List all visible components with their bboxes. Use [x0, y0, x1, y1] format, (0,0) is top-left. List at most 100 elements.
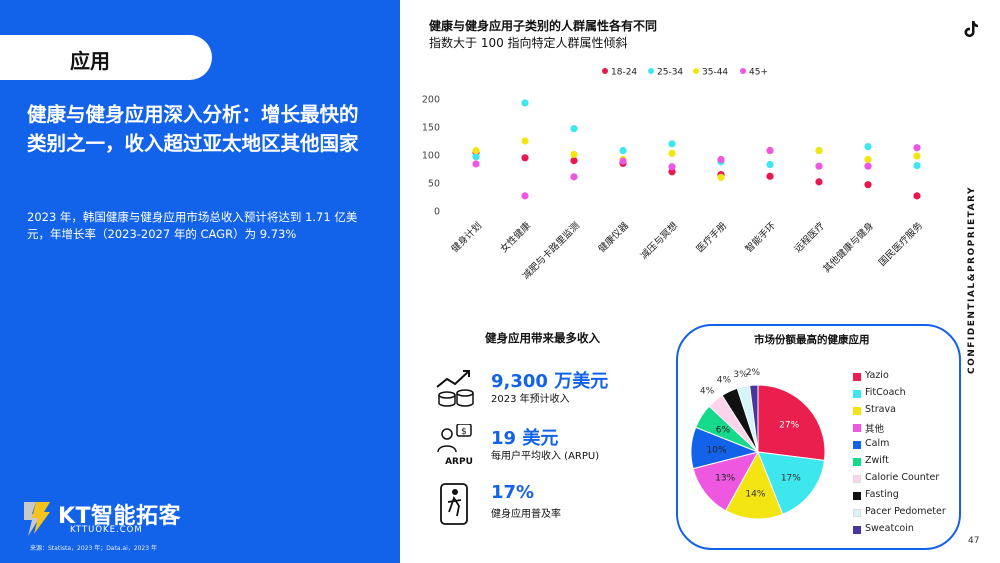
scatter-point	[521, 154, 529, 162]
y-tick-label: 100	[422, 151, 440, 162]
pie-slice	[692, 451, 759, 512]
scatter-point	[913, 162, 921, 170]
headline: 健康与健身应用深入分析：增长最快的类别之一，收入超过亚太地区其他国家	[27, 103, 359, 155]
scatter-point	[864, 162, 872, 170]
scatter-point	[864, 181, 872, 189]
scatter-point	[570, 157, 578, 165]
legend-swatch	[853, 475, 861, 483]
y-tick-label: 150	[422, 123, 440, 134]
scatter-point	[766, 146, 774, 155]
legend-label: 35-44	[702, 68, 728, 78]
scatter-legend-item: 25-34	[648, 68, 683, 78]
scatter-point	[619, 157, 627, 165]
scatter-point	[668, 140, 676, 148]
legend-dot	[602, 68, 608, 74]
left-panel: 应用 健康与健身应用深入分析：增长最快的类别之一，收入超过亚太地区其他国家 20…	[0, 0, 400, 563]
logo: KT智能拓客 KTTUOKE.COM	[22, 498, 202, 542]
scatter-point	[521, 137, 529, 145]
stat-label: 2023 年预计收入	[491, 394, 570, 405]
scatter-title: 健康与健身应用子类别的人群属性各有不同	[429, 19, 658, 33]
pie-slice	[757, 451, 826, 515]
stat-value: 17%	[491, 482, 535, 503]
pie-data-label: 13%	[715, 473, 735, 483]
scatter-legend-item: 45+	[740, 68, 768, 78]
legend-dot	[693, 68, 699, 74]
pie-data-label: 4%	[717, 376, 732, 386]
scatter-point	[815, 178, 823, 186]
legend-swatch	[853, 390, 861, 398]
scatter-point	[668, 163, 676, 171]
scatter-legend-item: 18-24	[602, 68, 637, 78]
legend-label: FitCoach	[865, 387, 906, 398]
source-note: 来源：Statista，2023 年；Data.ai，2023 年	[30, 545, 157, 552]
legend-swatch	[853, 509, 861, 517]
legend-label: 45+	[749, 68, 768, 78]
legend-swatch	[853, 458, 861, 466]
legend-swatch	[853, 407, 861, 415]
legend-label: Pacer Pedometer	[865, 506, 946, 517]
legend-dot	[648, 68, 654, 74]
logo-text: KT智能拓客	[58, 504, 182, 529]
pie-data-label: 2%	[746, 368, 761, 378]
section-pill: 应用	[0, 35, 212, 80]
scatter-point	[570, 125, 578, 133]
pie-data-label: 6%	[716, 426, 731, 436]
stat-value: 9,300 万美元	[491, 371, 609, 392]
pie-slice	[749, 384, 759, 453]
scatter-point	[717, 155, 725, 164]
legend-label: Calm	[865, 438, 890, 449]
stat-label: 健身应用普及率	[491, 509, 561, 520]
stat-label: 每用户平均收入 (ARPU)	[491, 451, 600, 462]
pie-slice	[725, 450, 784, 520]
arpu-user-icon: $ ARPU	[437, 424, 473, 466]
pie-data-label: 27%	[779, 421, 799, 431]
y-tick-label: 0	[434, 207, 440, 218]
legend-label: Strava	[865, 404, 896, 415]
arpu-icon-text: ARPU	[445, 457, 473, 466]
legend-label: 其他	[865, 424, 885, 435]
scatter-point	[913, 144, 921, 152]
legend-swatch	[853, 373, 861, 381]
legend-label: Sweatcoin	[865, 523, 914, 534]
scatter-point	[815, 162, 823, 170]
pie-title: 市场份额最高的健康应用	[754, 334, 870, 346]
pie-data-label: 10%	[707, 445, 727, 455]
y-tick-label: 50	[428, 179, 440, 190]
scatter-point	[472, 160, 480, 168]
legend-label: Fasting	[865, 489, 899, 500]
scatter-point	[766, 160, 774, 169]
section-label: 应用	[70, 49, 110, 73]
scatter-point	[668, 149, 676, 157]
tiktok-icon	[964, 21, 978, 37]
growth-chart-coins-icon	[436, 370, 474, 407]
legend-label: 25-34	[657, 68, 683, 78]
scatter-point	[472, 153, 480, 161]
scatter-point	[717, 173, 725, 181]
scatter-point	[815, 146, 823, 155]
scatter-subtitle: 指数大于 100 指向特定人群属性倾斜	[429, 36, 628, 50]
legend-label: Yazio	[865, 370, 889, 381]
pie-data-label: 3%	[733, 370, 748, 380]
svg-text:$: $	[461, 427, 467, 437]
scatter-point	[521, 99, 529, 107]
scatter-point	[668, 168, 676, 176]
phone-fitness-icon	[440, 483, 468, 525]
scatter-point	[766, 172, 774, 180]
scatter-legend-item: 35-44	[693, 68, 728, 78]
scatter-point	[619, 146, 627, 155]
pie-slice	[757, 384, 826, 461]
lightning-bolt-icon	[24, 502, 50, 536]
legend-swatch	[853, 492, 861, 500]
scatter-point	[570, 173, 578, 181]
scatter-point	[472, 146, 480, 155]
revenue-title: 健身应用带来最多收入	[485, 331, 600, 345]
legend-label: 18-24	[611, 68, 637, 78]
legend-swatch	[853, 441, 861, 449]
legend-dot	[740, 68, 746, 74]
scatter-point	[913, 152, 921, 160]
subtext: 2023 年，韩国健康与健身应用市场总收入预计将达到 1.71 亿美元，年增长率…	[27, 210, 358, 241]
pie-data-label: 14%	[745, 489, 765, 499]
legend-swatch	[853, 526, 861, 534]
scatter-point	[864, 143, 872, 151]
